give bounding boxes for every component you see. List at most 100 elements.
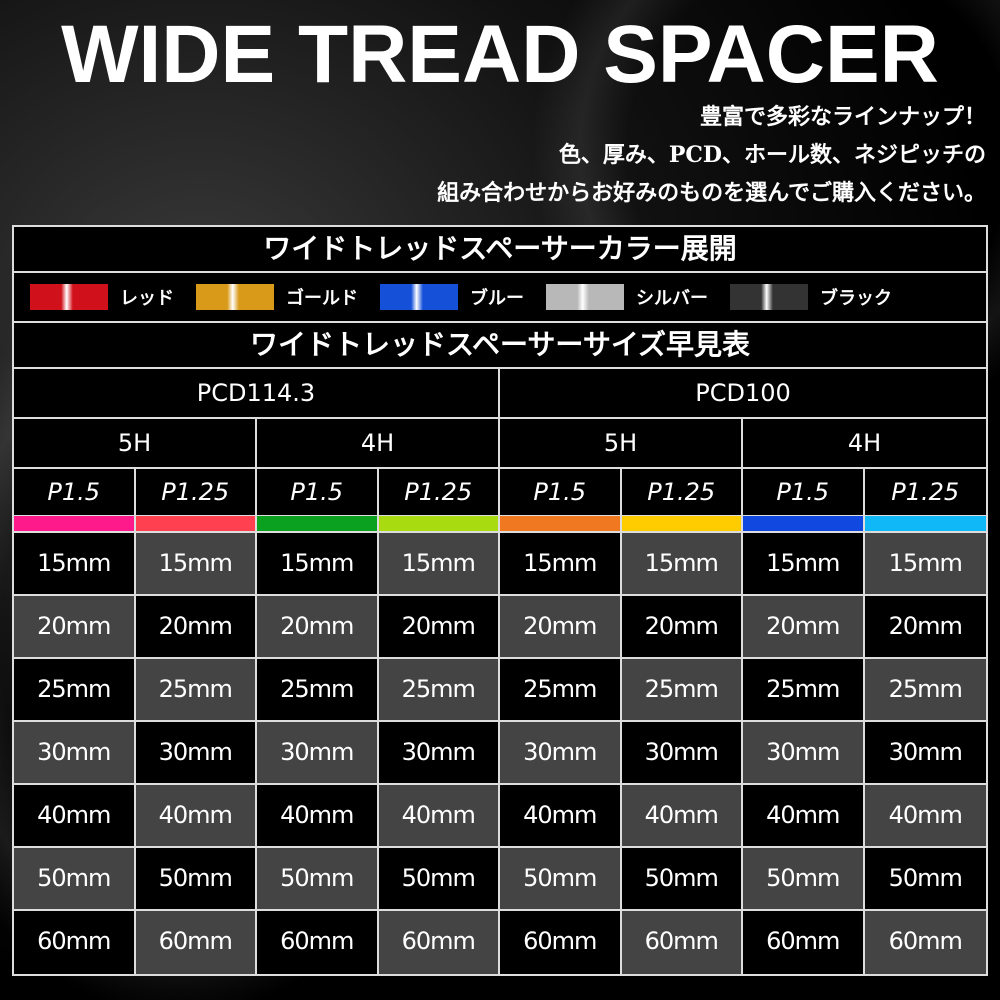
subtitle: 豊富で多彩なラインナップ！ 色、厚み、PCD、ホール数、ネジピッチの 組み合わせ…	[286, 98, 986, 212]
color-label: ゴールド	[286, 288, 358, 309]
size-cell: 50mm	[378, 848, 500, 909]
size-cell: 15mm	[378, 533, 500, 594]
size-cell: 50mm	[14, 848, 136, 909]
size-cell: 25mm	[257, 659, 379, 720]
color-heading: ワイドトレッドスペーサーカラー展開	[14, 227, 986, 273]
size-cell: 50mm	[257, 848, 379, 909]
color-swatch	[380, 284, 458, 310]
size-cell: 40mm	[135, 785, 257, 846]
size-cell: 25mm	[378, 659, 500, 720]
color-lineup: レッド ゴールド ブルー シルバー ブラック	[14, 273, 986, 323]
size-cell: 15mm	[257, 533, 379, 594]
size-cell: 20mm	[14, 596, 136, 657]
color-stripe	[135, 516, 257, 531]
pitch-cell: P1.5	[14, 469, 136, 515]
pitch-cell: P1.25	[864, 469, 986, 515]
size-row: 40mm 40mm 40mm 40mm 40mm 40mm 40mm 40mm	[14, 785, 986, 848]
size-cell: 25mm	[743, 659, 865, 720]
size-cell: 15mm	[500, 533, 622, 594]
color-label: ブルー	[470, 288, 524, 309]
pitch-cell: P1.5	[743, 469, 865, 515]
size-cell: 20mm	[500, 596, 622, 657]
size-cell: 20mm	[135, 596, 257, 657]
hole-cell: 4H	[743, 419, 986, 467]
color-stripe	[257, 516, 379, 531]
pitch-cell: P1.25	[135, 469, 257, 515]
size-row: 30mm 30mm 30mm 30mm 30mm 30mm 30mm 30mm	[14, 722, 986, 785]
size-cell: 60mm	[743, 911, 865, 974]
size-cell: 20mm	[378, 596, 500, 657]
size-cell: 20mm	[864, 596, 986, 657]
size-cell: 50mm	[621, 848, 743, 909]
size-cell: 30mm	[621, 722, 743, 783]
size-cell: 60mm	[500, 911, 622, 974]
size-cell: 60mm	[378, 911, 500, 974]
pitch-row: P1.5 P1.25 P1.5 P1.25 P1.5 P1.25 P1.5 P1.25	[14, 469, 986, 516]
size-cell: 30mm	[378, 722, 500, 783]
size-cell: 15mm	[135, 533, 257, 594]
size-cell: 25mm	[500, 659, 622, 720]
size-cell: 40mm	[743, 785, 865, 846]
color-stripe	[621, 516, 743, 531]
size-cell: 40mm	[257, 785, 379, 846]
size-cell: 30mm	[135, 722, 257, 783]
size-cell: 40mm	[621, 785, 743, 846]
size-row: 20mm 20mm 20mm 20mm 20mm 20mm 20mm 20mm	[14, 596, 986, 659]
size-cell: 50mm	[500, 848, 622, 909]
size-cell: 30mm	[500, 722, 622, 783]
size-cell: 60mm	[14, 911, 136, 974]
size-row: 15mm 15mm 15mm 15mm 15mm 15mm 15mm 15mm	[14, 533, 986, 596]
color-label: シルバー	[636, 288, 708, 309]
size-cell: 20mm	[257, 596, 379, 657]
subtitle-line: 組み合わせからお好みのものを選んでご購入ください。	[437, 180, 986, 206]
size-cell: 30mm	[743, 722, 865, 783]
size-cell: 50mm	[135, 848, 257, 909]
size-cell: 15mm	[14, 533, 136, 594]
color-stripe-row	[14, 516, 986, 533]
size-cell: 30mm	[14, 722, 136, 783]
size-cell: 60mm	[864, 911, 986, 974]
size-cell: 60mm	[257, 911, 379, 974]
size-row: 60mm 60mm 60mm 60mm 60mm 60mm 60mm 60mm	[14, 911, 986, 974]
pitch-cell: P1.5	[500, 469, 622, 515]
color-stripe	[378, 516, 500, 531]
color-stripe	[14, 516, 136, 531]
color-stripe	[500, 516, 622, 531]
color-swatch	[730, 284, 808, 310]
size-cell: 20mm	[743, 596, 865, 657]
size-cell: 25mm	[621, 659, 743, 720]
color-label: ブラック	[820, 288, 892, 309]
size-heading: ワイドトレッドスペーサーサイズ早見表	[14, 323, 986, 369]
size-cell: 15mm	[743, 533, 865, 594]
hole-cell: 5H	[500, 419, 743, 467]
pcd-cell: PCD100	[500, 369, 986, 417]
hole-row: 5H 4H 5H 4H	[14, 419, 986, 469]
size-cell: 50mm	[864, 848, 986, 909]
hole-cell: 4H	[257, 419, 500, 467]
size-cell: 30mm	[864, 722, 986, 783]
size-cell: 25mm	[864, 659, 986, 720]
color-swatch	[30, 284, 108, 310]
size-cell: 60mm	[135, 911, 257, 974]
pcd-row: PCD114.3 PCD100	[14, 369, 986, 419]
size-cell: 15mm	[621, 533, 743, 594]
pitch-cell: P1.5	[257, 469, 379, 515]
size-cell: 40mm	[14, 785, 136, 846]
size-cell: 20mm	[621, 596, 743, 657]
color-stripe	[743, 516, 865, 531]
size-cell: 15mm	[864, 533, 986, 594]
spec-table: ワイドトレッドスペーサーカラー展開 レッド ゴールド ブルー シルバー ブラック ワイド…	[12, 225, 988, 976]
subtitle-line: 豊富で多彩なラインナップ！	[699, 104, 986, 130]
color-label: レッド	[120, 288, 174, 309]
pitch-cell: P1.25	[621, 469, 743, 515]
size-cell: 25mm	[135, 659, 257, 720]
size-cell: 40mm	[500, 785, 622, 846]
size-cell: 60mm	[621, 911, 743, 974]
hole-cell: 5H	[14, 419, 257, 467]
size-cell: 25mm	[14, 659, 136, 720]
color-swatch	[546, 284, 624, 310]
size-row: 50mm 50mm 50mm 50mm 50mm 50mm 50mm 50mm	[14, 848, 986, 911]
color-swatch	[196, 284, 274, 310]
size-row: 25mm 25mm 25mm 25mm 25mm 25mm 25mm 25mm	[14, 659, 986, 722]
pitch-cell: P1.25	[378, 469, 500, 515]
